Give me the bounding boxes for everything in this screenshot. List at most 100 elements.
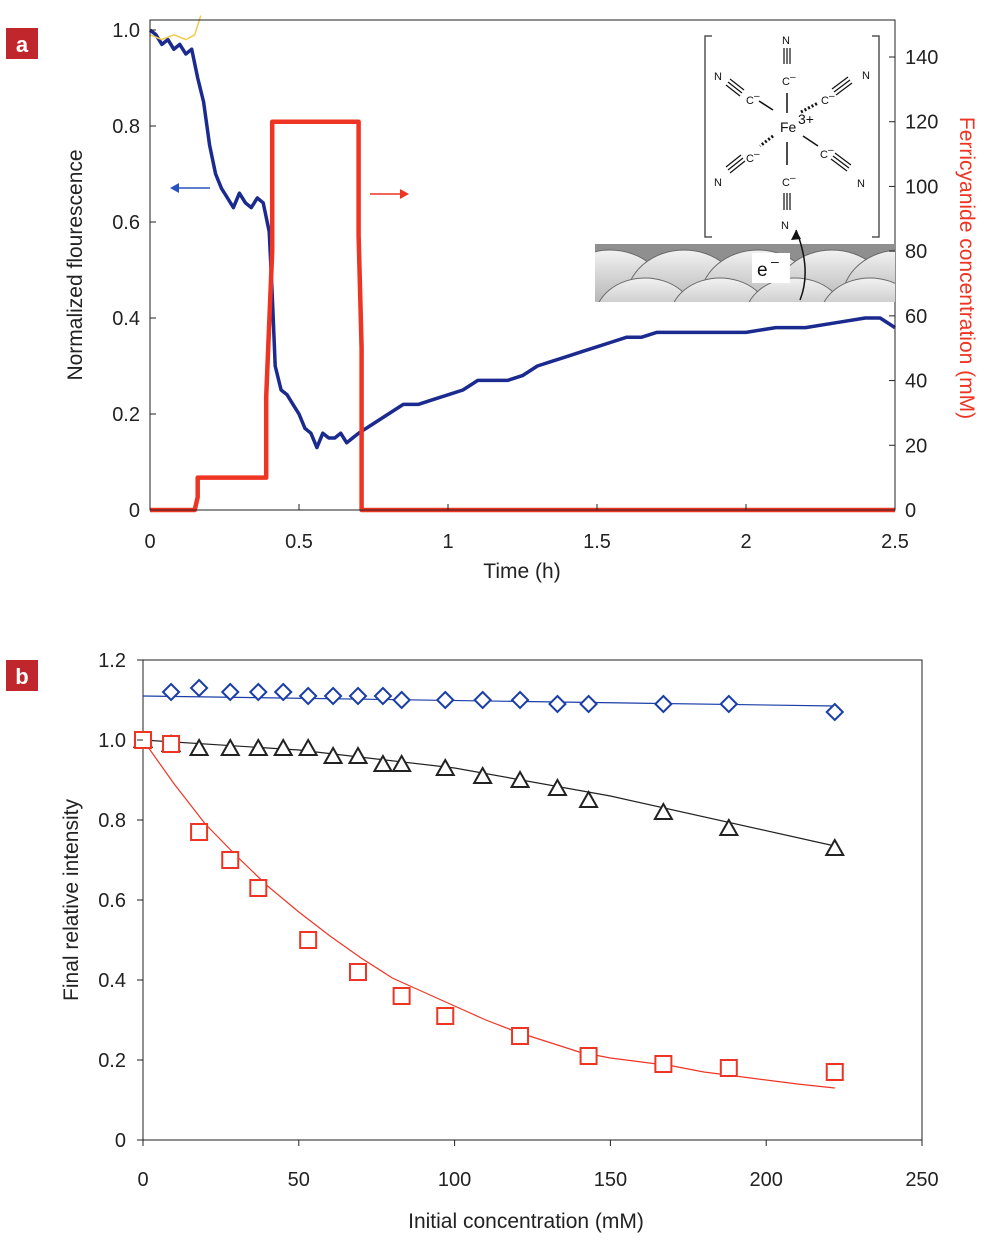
panel-b-point-triangle xyxy=(578,789,599,808)
panel-a-y2-tick-label: 40 xyxy=(905,371,927,393)
panel-b-point-square xyxy=(221,851,240,869)
cyano-carbon-label: C xyxy=(746,95,754,107)
panel-b-point-square xyxy=(392,987,411,1005)
cyano-nitrogen-label: N xyxy=(781,220,789,232)
panel-b: b 0 50 100 150 200 250 0 0.2 0.4 0.6 0.8 1.0 1.2 In… xyxy=(6,650,939,1233)
panel-b-point-diamond xyxy=(435,690,455,710)
panel-a-x-tick-label: 2 xyxy=(740,531,751,553)
panel-b-point-diamond xyxy=(161,682,181,702)
fe-charge: 3+ xyxy=(798,111,814,127)
panel-b-point-square xyxy=(249,879,268,897)
panel-a-y-label: Normalized flourescence xyxy=(64,149,87,380)
electron-charge: – xyxy=(771,253,779,269)
left-axis-arrow xyxy=(170,183,210,193)
cyano-nitrogen-label: N xyxy=(714,71,722,83)
panel-b-point-diamond xyxy=(298,686,318,706)
panel-b-point-triangle xyxy=(391,753,412,772)
panel-a-y2-tick-label: 0 xyxy=(905,500,916,522)
panel-b-point-diamond xyxy=(373,686,393,706)
cyano-carbon-charge: – xyxy=(790,173,796,184)
cyano-carbon-label: C xyxy=(782,177,790,189)
bond-upper-left xyxy=(758,100,774,111)
panel-b-point-square xyxy=(579,1047,598,1065)
panel-a-y-tick-label: 0.6 xyxy=(112,212,140,234)
panel-b-point-diamond xyxy=(220,682,240,702)
panel-a-x-tick-label: 0 xyxy=(144,531,155,553)
fe-label: Fe xyxy=(780,119,797,135)
panel-a-series-line-1 xyxy=(148,28,896,450)
cyano-carbon-charge: – xyxy=(829,91,835,102)
panel-b-x-tick-label: 0 xyxy=(137,1169,148,1191)
panel-b-point-square xyxy=(162,735,181,753)
panel-a-y-tick-label: 1.0 xyxy=(112,20,140,42)
panel-b-point-triangle xyxy=(509,769,531,788)
panel-b-plot xyxy=(132,678,845,1089)
bond-upper-right xyxy=(800,101,819,114)
panel-b-point-triangle xyxy=(347,745,369,764)
panel-b-point-diamond xyxy=(348,686,368,706)
cyano-nitrogen-label: N xyxy=(862,70,870,82)
panel-a-y-ticks: 0 0.2 0.4 0.6 0.8 1.0 xyxy=(112,20,156,522)
panel-b-x-ticks: 0 50 100 150 200 250 xyxy=(137,1140,939,1191)
panel-b-point-diamond xyxy=(273,682,293,702)
cyano-carbon-charge: – xyxy=(790,72,796,83)
panel-b-point-square xyxy=(349,963,368,981)
panel-b-point-diamond xyxy=(579,694,599,714)
panel-b-point-triangle xyxy=(824,837,845,856)
panel-a-y2-tick-label: 100 xyxy=(905,176,938,198)
panel-a-x-ticks: 0 0.5 1 1.5 2 2.5 xyxy=(144,504,909,553)
cyano-carbon-label: C xyxy=(820,149,828,161)
panel-b-y-tick-label: 1.2 xyxy=(98,650,126,672)
panel-b-x-tick-label: 250 xyxy=(905,1169,938,1191)
panel-b-y-tick-label: 0.6 xyxy=(98,890,126,912)
panel-b-point-diamond xyxy=(653,694,673,714)
right-axis-arrow xyxy=(370,189,409,199)
panel-b-point-triangle xyxy=(188,737,210,756)
panel-b-point-diamond xyxy=(825,702,845,722)
cyano-carbon-charge: – xyxy=(754,149,760,160)
panel-b-point-square xyxy=(436,1007,455,1025)
panel-b-point-triangle xyxy=(472,765,493,784)
panel-b-y-tick-label: 1.0 xyxy=(98,730,126,752)
panel-b-y-tick-label: 0.2 xyxy=(98,1050,126,1072)
panel-b-x-tick-label: 150 xyxy=(594,1169,627,1191)
panel-a-y-tick-label: 0.4 xyxy=(112,308,140,330)
panel-a-y2-tick-label: 140 xyxy=(905,47,938,69)
panel-b-y-tick-label: 0.8 xyxy=(98,810,126,832)
panel-b-y-label: Final relative intensity xyxy=(60,799,83,1001)
bond-lower-right xyxy=(802,135,819,147)
panel-a-x-tick-label: 1.5 xyxy=(583,531,611,553)
panel-b-point-diamond xyxy=(510,690,530,710)
cyano-nitrogen-label: N xyxy=(857,178,865,190)
panel-b-fit-line-square xyxy=(142,739,835,1089)
ferricyanide-inset: Fe 3+ C –NC –NC –NC –NC –NC –N xyxy=(595,35,895,302)
panel-b-point-square xyxy=(299,931,318,949)
electrode-surface xyxy=(595,244,895,302)
panel-b-point-triangle xyxy=(547,777,568,796)
panel-a-y-tick-label: 0 xyxy=(129,500,140,522)
panel-a-y2-tick-label: 80 xyxy=(905,241,927,263)
electron-label-box xyxy=(752,253,790,283)
panel-b-point-square xyxy=(190,823,209,841)
panel-a-badge xyxy=(6,28,38,59)
panel-b-point-square xyxy=(654,1055,673,1073)
panel-b-badge xyxy=(6,660,38,691)
panel-b-y-ticks: 0 0.2 0.4 0.6 0.8 1.0 1.2 xyxy=(98,650,143,1152)
panel-a-y2-ticks: 0 20 40 60 80 100 120 140 xyxy=(889,47,938,522)
cyano-nitrogen-label: N xyxy=(782,35,790,47)
panel-b-point-diamond xyxy=(248,682,268,702)
panel-a-y2-tick-label: 120 xyxy=(905,112,938,134)
panel-a-x-label: Time (h) xyxy=(483,560,560,583)
panel-a-y2-tick-label: 60 xyxy=(905,306,927,328)
panel-b-point-diamond xyxy=(473,690,493,710)
panel-b-point-triangle xyxy=(273,737,294,756)
panel-b-point-diamond xyxy=(392,690,412,710)
cyano-carbon-label: C xyxy=(821,95,829,107)
cyano-ligand-labels: C –NC –NC –NC –NC –NC –N xyxy=(714,35,870,232)
panel-b-point-triangle xyxy=(372,753,394,772)
panel-a-y-tick-label: 0.2 xyxy=(112,404,140,426)
panel-a-x-tick-label: 2.5 xyxy=(881,531,909,553)
electron-label: e xyxy=(757,260,768,281)
panel-a-y2-tick-label: 20 xyxy=(905,435,927,457)
panel-b-y-tick-label: 0.4 xyxy=(98,970,126,992)
